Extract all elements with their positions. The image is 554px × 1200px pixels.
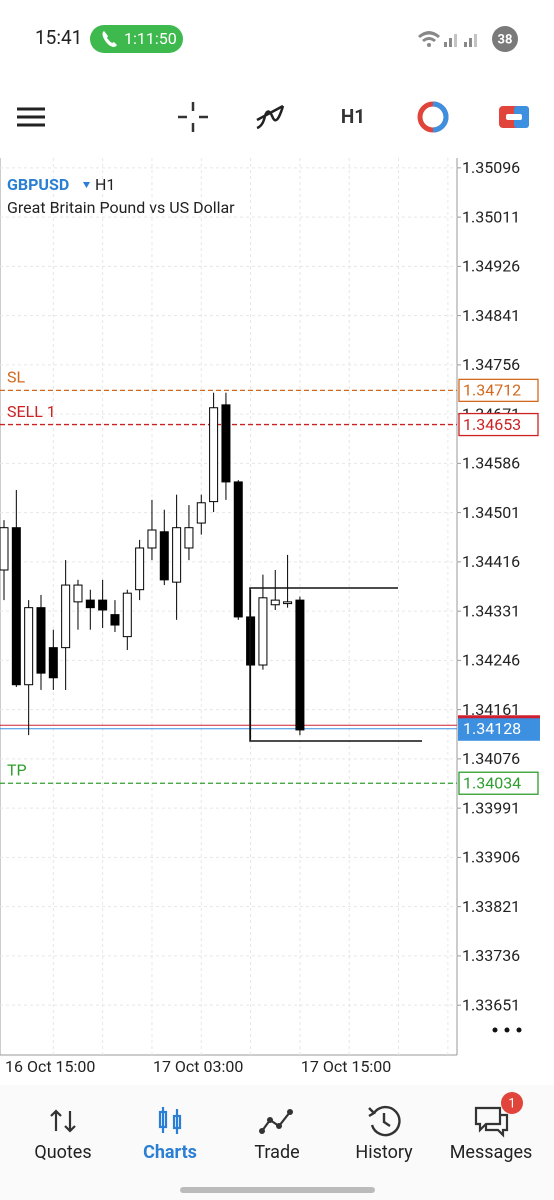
x-tick-label: 16 Oct 15:00 [5,1057,95,1076]
phone-icon [102,31,117,47]
candle-body [0,527,9,571]
message-badge [501,1092,523,1114]
candle-body [73,584,83,603]
drawing-object [249,587,422,742]
candle-body [36,607,46,674]
nav-item[interactable]: Trade [254,1142,299,1163]
y-tick-label: 1.33821 [462,897,520,916]
history-icon [368,1105,401,1137]
candle-body [85,599,95,609]
candle-body [283,601,293,605]
y-tick-label: 1.33991 [462,798,520,817]
y-tick-label: 1.34161 [462,700,520,719]
charts-icon [158,1107,182,1134]
nav-item[interactable]: Messages [450,1142,533,1163]
candle-body [209,407,219,503]
order-level-box [458,378,539,403]
gesture-bar [180,1187,375,1193]
order-level-name: TP [7,760,27,779]
timeframe-button[interactable]: H1 [341,105,365,128]
candle-body [135,547,145,591]
candle-body [147,529,157,549]
y-tick-label: 1.33651 [462,995,520,1014]
battery [492,26,518,52]
order-level-name: SELL 1 [7,402,56,421]
candle-body [221,404,231,483]
order-level-price: 1.34712 [463,381,521,400]
candle-body [159,531,169,581]
crosshair-button[interactable] [178,102,208,132]
nav-item[interactable]: History [355,1142,413,1163]
candle-body [122,592,132,638]
y-tick-label: 1.34926 [462,257,520,276]
candle-body [270,599,280,606]
trade-icon [259,1109,293,1134]
chart-timeframe: H1 [95,175,115,194]
y-tick-label: 1.34756 [462,355,520,374]
candle-body [11,527,21,686]
x-tick-label: 17 Oct 03:00 [153,1057,243,1076]
symbol-dropdown[interactable] [83,182,90,188]
candle-body [61,584,71,649]
candle-body [233,481,243,618]
order-level-box [458,412,539,437]
y-tick-label: 1.34416 [462,552,520,571]
trade-button[interactable] [417,101,449,133]
chart: 1.35096 1.35011 1.34926 1.34841 1.34756 1.346… [0,158,540,1076]
call-timer: 1:11:50 [124,29,177,48]
y-tick-label: 1.34246 [462,651,520,670]
signal-icons [418,31,477,47]
y-tick-label: 1.33736 [462,946,520,965]
candle-body [258,597,268,666]
more-button[interactable] [492,1027,522,1033]
menu-button[interactable] [17,107,45,127]
current-price-label: 1.34128 [463,719,521,738]
y-tick-label: 1.34586 [462,454,520,473]
y-tick-label: 1.34841 [462,306,520,325]
battery-level: 38 [498,32,513,47]
chart-description: Great Britain Pound vs US Dollar [7,198,235,217]
indicators-button[interactable] [256,104,285,130]
order-level-name: SL [7,368,26,387]
current-price-box [458,716,540,741]
y-tick-label: 1.33906 [462,848,520,867]
message-badge-count: 1 [508,1096,515,1111]
nav-item[interactable]: Quotes [34,1142,91,1163]
candle-body [295,599,305,731]
candle-body [184,527,194,549]
y-tick-label: 1.34331 [462,601,520,620]
order-level-box [458,771,539,795]
y-tick-label: 1.35096 [462,158,520,177]
x-tick-label: 17 Oct 15:00 [301,1057,391,1076]
order-level-price: 1.34034 [463,773,521,792]
messages-icon [474,1106,509,1138]
one-click-button[interactable] [499,106,529,128]
candle-body [98,599,108,611]
status-time: 15:41 [35,26,82,49]
y-tick-label: 1.35011 [462,207,520,226]
candle-body [172,527,182,583]
y-tick-label: 1.34076 [462,749,520,768]
candle-body [48,647,58,679]
quotes-icon [50,1109,76,1133]
nav-item[interactable]: Charts [143,1142,197,1163]
candle-body [24,607,34,686]
order-level-price: 1.34653 [463,415,521,434]
candle-body [110,614,120,626]
candle-body [196,502,206,524]
nav-bar [0,1085,554,1200]
chart-symbol[interactable]: GBPUSD [7,175,69,194]
y-tick-label: 1.34501 [462,503,520,522]
